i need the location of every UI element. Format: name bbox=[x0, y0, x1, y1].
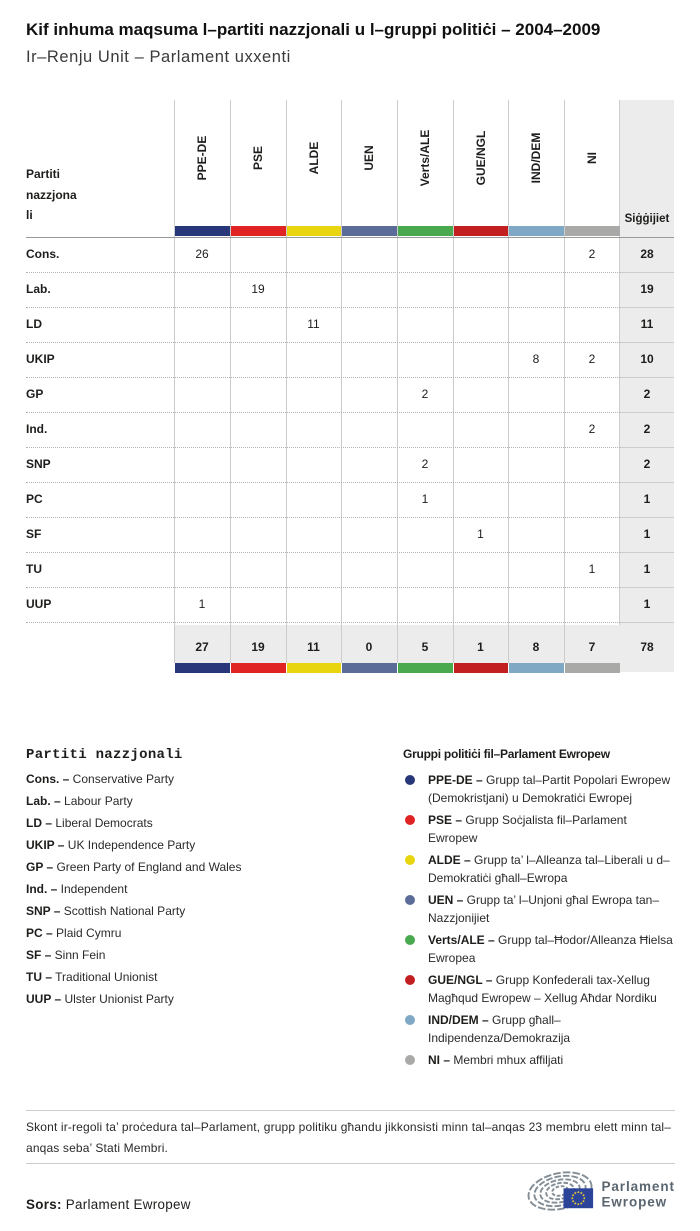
svg-text:Ewropew: Ewropew bbox=[602, 1194, 668, 1209]
svg-text:Parlament: Parlament bbox=[602, 1179, 675, 1194]
